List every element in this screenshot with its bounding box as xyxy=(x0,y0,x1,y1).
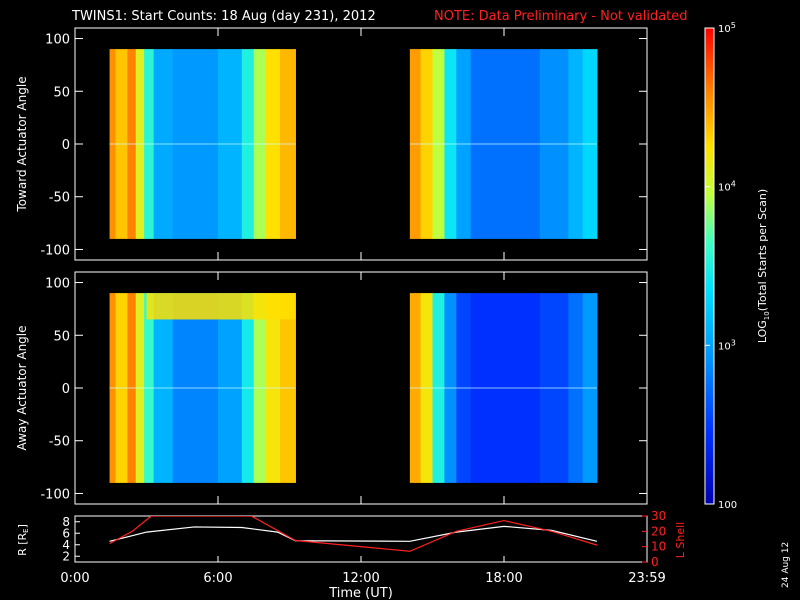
heatmap-column xyxy=(265,293,281,483)
lshell-tick-label: 0 xyxy=(651,555,659,569)
heatmap-column xyxy=(539,293,569,483)
heatmap-column xyxy=(409,293,422,483)
zero-angle-feature xyxy=(109,387,296,389)
heatmap-column xyxy=(432,49,445,239)
heatmap-column xyxy=(144,49,155,239)
heatmap-column xyxy=(568,49,584,239)
y-tick-label: 0 xyxy=(62,138,70,153)
x-tick-label: 6:00 xyxy=(203,571,232,586)
heatmap-column xyxy=(218,293,243,483)
x-tick-label: 23:59 xyxy=(628,571,665,586)
high-angle-feature xyxy=(146,293,296,320)
x-tick-label: 18:00 xyxy=(485,571,522,586)
heatmap-column xyxy=(253,293,267,483)
x-axis-label: Time (UT) xyxy=(328,586,393,600)
lshell-tick-label: 10 xyxy=(651,540,666,554)
heatmap-column xyxy=(115,49,128,239)
heatmap-column xyxy=(265,49,281,239)
heatmap-column xyxy=(420,293,433,483)
heatmap-column xyxy=(568,293,584,483)
lshell-axis-label: L Shell xyxy=(674,522,687,558)
x-tick-label: 12:00 xyxy=(342,571,379,586)
colorbar-tick-label: 100 xyxy=(718,500,737,511)
y-tick-label: -50 xyxy=(49,435,70,450)
heatmap-column xyxy=(539,49,569,239)
heatmap-column xyxy=(444,293,457,483)
heatmap-column xyxy=(144,293,155,483)
heatmap-column xyxy=(456,293,472,483)
zero-angle-feature xyxy=(409,143,597,145)
y-tick-label: 100 xyxy=(45,277,70,292)
heatmap-column xyxy=(444,49,457,239)
heatmap-column xyxy=(456,49,472,239)
orbit-lines xyxy=(109,516,598,552)
heatmap-column xyxy=(127,49,137,239)
heatmap-column xyxy=(279,49,296,239)
heatmap-column xyxy=(409,49,422,239)
lshell-tick-label: 20 xyxy=(651,524,666,538)
heatmap-column xyxy=(172,49,219,239)
heatmap-column xyxy=(470,49,541,239)
heatmap-column xyxy=(127,293,137,483)
zero-angle-feature xyxy=(409,387,597,389)
heatmap-column xyxy=(582,49,598,239)
heatmap-column xyxy=(135,293,145,483)
colorbar xyxy=(705,28,714,504)
heatmap-column xyxy=(253,49,267,239)
heatmap-column xyxy=(218,49,243,239)
colorbar-tick-label: 103 xyxy=(718,338,736,352)
y-tick-label: -100 xyxy=(40,487,70,502)
away-heatmap xyxy=(109,293,598,483)
colorbar-label: LOG10(Total Starts per Scan) xyxy=(756,189,771,343)
colorbar-tick-label: 104 xyxy=(718,180,736,194)
r-tick-label: 6 xyxy=(62,526,70,540)
x-tick-label: 0:00 xyxy=(60,571,89,586)
lshell-tick-label: 30 xyxy=(651,509,666,523)
toward-ylabel: Toward Actuator Angle xyxy=(15,76,29,212)
orbit-panel-frame xyxy=(74,515,648,563)
y-tick-label: 100 xyxy=(45,33,70,48)
heatmap-column xyxy=(241,49,255,239)
y-tick-label: -100 xyxy=(40,243,70,258)
heatmap-column xyxy=(420,49,433,239)
r-tick-label: 8 xyxy=(62,515,70,529)
y-tick-label: 50 xyxy=(53,85,70,100)
heatmap-column xyxy=(135,49,145,239)
heatmap-column xyxy=(109,293,117,483)
heatmap-column xyxy=(241,293,255,483)
y-tick-label: 0 xyxy=(62,382,70,397)
colorbar-tick-label: 105 xyxy=(718,21,736,35)
heatmap-column xyxy=(115,293,128,483)
zero-angle-feature xyxy=(109,143,296,145)
heatmap-column xyxy=(470,293,541,483)
r-tick-label: 4 xyxy=(62,538,70,552)
heatmap-column xyxy=(279,293,296,483)
preliminary-note: NOTE: Data Preliminary - Not validated xyxy=(434,9,688,24)
colorbar-ticks: 105 104 103 100 xyxy=(705,21,737,511)
toward-heatmap xyxy=(109,49,598,239)
y-tick-label: 50 xyxy=(53,329,70,344)
heatmap-column xyxy=(153,49,174,239)
r-line xyxy=(109,525,598,542)
heatmap-column xyxy=(109,49,117,239)
date-stamp: 24 Aug 12 xyxy=(781,542,791,588)
y-tick-label: -50 xyxy=(49,191,70,206)
chart-title: TWINS1: Start Counts: 18 Aug (day 231), … xyxy=(71,9,376,24)
lshell-line xyxy=(109,516,598,552)
heatmap-column xyxy=(432,293,445,483)
heatmap-column xyxy=(582,293,598,483)
heatmap-column xyxy=(172,293,219,483)
r-axis-label: R [RE] xyxy=(16,524,30,556)
heatmap-column xyxy=(153,293,174,483)
axes-group: 100500-50-100100500-50-100864230201000:0… xyxy=(40,28,666,586)
away-ylabel: Away Actuator Angle xyxy=(15,325,29,450)
r-tick-label: 2 xyxy=(62,549,70,563)
